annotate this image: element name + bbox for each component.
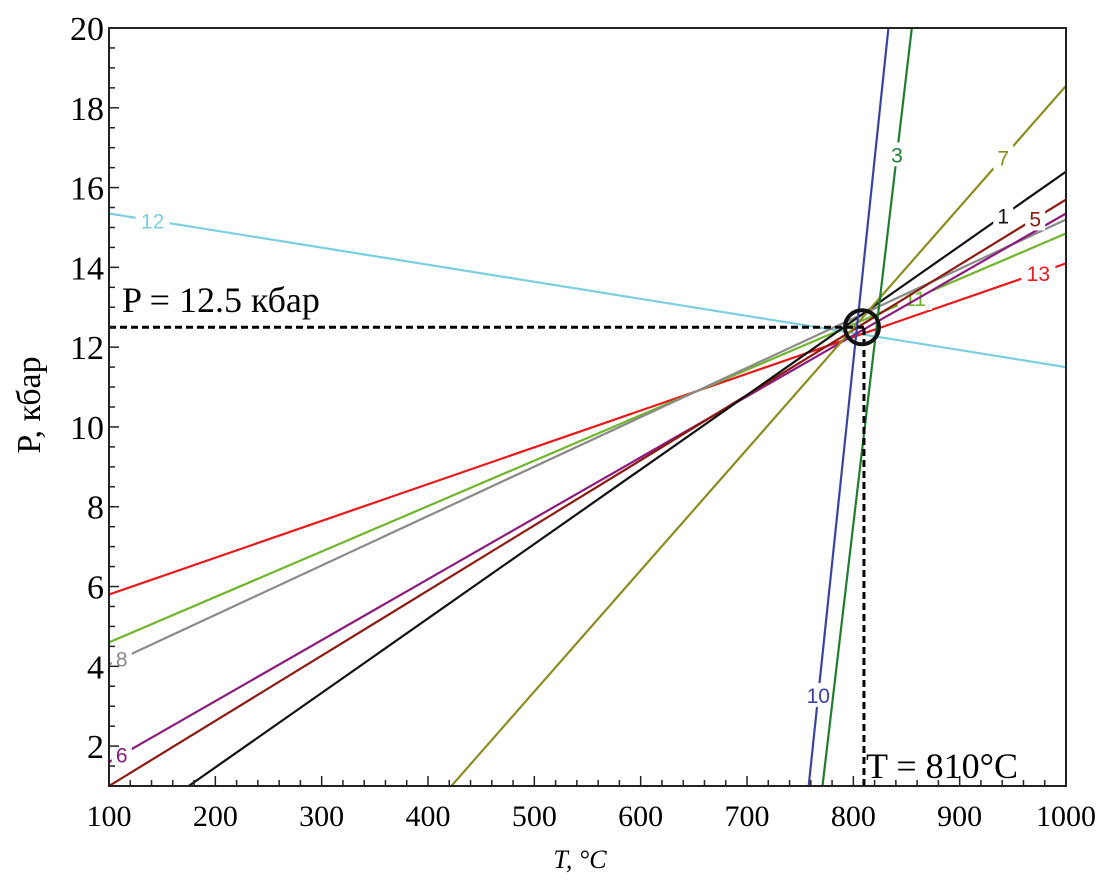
pressure-annotation: P = 12.5 кбар bbox=[122, 280, 320, 320]
series-line-8 bbox=[109, 218, 1066, 666]
y-tick-label: 14 bbox=[70, 250, 104, 287]
series-label-3: 3 bbox=[891, 144, 903, 167]
x-tick-label: 1000 bbox=[1036, 800, 1096, 833]
series-label-bg bbox=[1025, 206, 1046, 231]
series-line-13 bbox=[109, 262, 1066, 596]
axes: 100 200 300 400 500 600 700 800 900 1000 2 4 6 8 10 12 1… bbox=[70, 11, 1096, 833]
y-tick-label: 10 bbox=[70, 410, 104, 447]
series-label-12: 12 bbox=[141, 211, 164, 234]
series-label-bg bbox=[135, 208, 170, 233]
series-label-bg bbox=[1021, 260, 1056, 285]
temperature-annotation: T = 810°C bbox=[866, 746, 1018, 786]
series-line-6 bbox=[109, 212, 1066, 764]
x-axis-label: T, °C bbox=[553, 845, 607, 874]
series-label-13: 13 bbox=[1027, 263, 1050, 286]
series-label-1: 1 bbox=[997, 206, 1009, 229]
series-label-10: 10 bbox=[807, 685, 830, 708]
guide-lines bbox=[109, 308, 881, 786]
series-label-7: 7 bbox=[997, 147, 1009, 170]
intersection-circle bbox=[842, 308, 881, 347]
y-tick-label: 4 bbox=[87, 649, 104, 686]
series-lines: 12131186517103 bbox=[109, 28, 1066, 786]
y-axis-label: P, кбар bbox=[11, 356, 48, 453]
series-label-bg bbox=[111, 646, 132, 671]
series-label-bg bbox=[111, 742, 132, 767]
y-tick-label: 8 bbox=[87, 490, 104, 527]
x-tick-label: 600 bbox=[618, 800, 663, 833]
x-tick-label: 500 bbox=[512, 800, 557, 833]
x-tick-label: 100 bbox=[87, 800, 132, 833]
x-tick-label: 700 bbox=[725, 800, 770, 833]
series-label-bg bbox=[886, 142, 907, 167]
y-tick-label: 20 bbox=[70, 11, 104, 48]
series-label-bg bbox=[801, 683, 836, 708]
y-tick-label: 18 bbox=[70, 91, 104, 128]
series-line-10 bbox=[807, 28, 890, 786]
y-tick-label: 2 bbox=[87, 729, 104, 766]
series-line-5 bbox=[109, 198, 1066, 786]
x-tick-label: 400 bbox=[406, 800, 451, 833]
series-label-bg bbox=[993, 145, 1014, 170]
series-label-8: 8 bbox=[116, 648, 128, 671]
x-tick-label: 200 bbox=[193, 800, 238, 833]
series-line-7 bbox=[450, 85, 1066, 786]
x-tick-label: 800 bbox=[831, 800, 876, 833]
series-label-bg bbox=[993, 203, 1014, 228]
series-label-5: 5 bbox=[1029, 208, 1041, 231]
y-tick-label: 6 bbox=[87, 570, 104, 607]
y-tick-label: 16 bbox=[70, 171, 104, 208]
x-tick-label: 300 bbox=[299, 800, 344, 833]
x-tick-label: 900 bbox=[937, 800, 982, 833]
y-tick-label: 12 bbox=[70, 330, 104, 367]
series-line-12 bbox=[109, 212, 1066, 369]
series-label-6: 6 bbox=[116, 745, 128, 768]
series-line-3 bbox=[821, 28, 913, 786]
plot-frame bbox=[108, 27, 1067, 787]
series-line-1 bbox=[188, 170, 1066, 786]
